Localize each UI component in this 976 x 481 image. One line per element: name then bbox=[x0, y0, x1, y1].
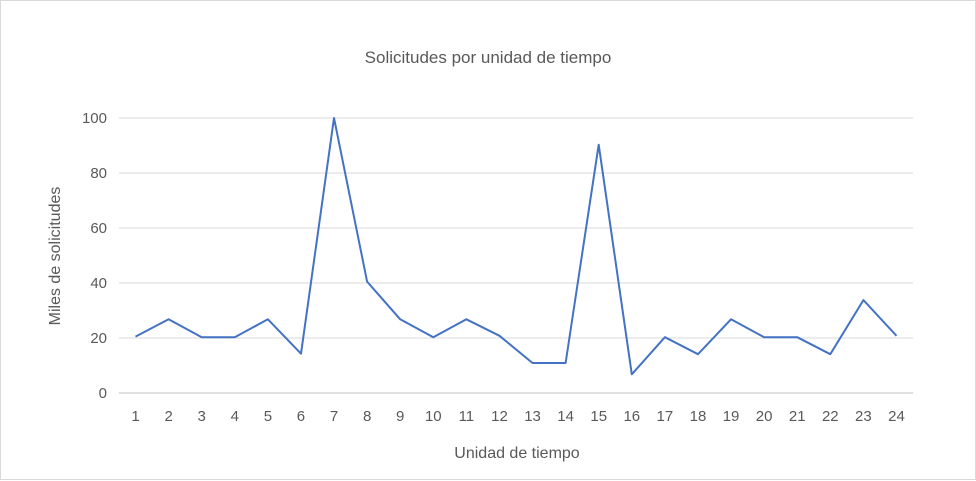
y-tick-label: 20 bbox=[90, 330, 107, 347]
x-tick-label: 24 bbox=[888, 408, 905, 425]
x-tick-label: 21 bbox=[789, 408, 806, 425]
x-tick-label: 4 bbox=[231, 408, 239, 425]
x-tick-label: 8 bbox=[363, 408, 371, 425]
y-tick-label: 100 bbox=[82, 110, 107, 127]
x-tick-label: 17 bbox=[657, 408, 674, 425]
x-axis-ticks: 1 2 3 4 5 6 7 8 9 10 11 12 13 14 15 16 17 18 19 20 21 22 23 24 bbox=[131, 408, 904, 425]
y-tick-label: 0 bbox=[99, 385, 107, 402]
x-tick-label: 3 bbox=[198, 408, 206, 425]
x-tick-label: 15 bbox=[590, 408, 607, 425]
y-tick-label: 80 bbox=[90, 165, 107, 182]
x-tick-label: 23 bbox=[855, 408, 872, 425]
x-tick-label: 22 bbox=[822, 408, 839, 425]
x-tick-label: 19 bbox=[723, 408, 740, 425]
x-tick-label: 9 bbox=[396, 408, 404, 425]
x-tick-label: 10 bbox=[425, 408, 442, 425]
x-tick-label: 16 bbox=[623, 408, 640, 425]
x-tick-label: 6 bbox=[297, 408, 305, 425]
x-tick-label: 18 bbox=[690, 408, 707, 425]
y-tick-label: 40 bbox=[90, 275, 107, 292]
gridlines bbox=[119, 117, 913, 394]
series-line bbox=[135, 117, 898, 376]
x-tick-label: 13 bbox=[524, 408, 541, 425]
chart-title: Solicitudes por unidad de tiempo bbox=[365, 48, 612, 67]
x-tick-label: 5 bbox=[264, 408, 272, 425]
x-tick-label: 1 bbox=[131, 408, 139, 425]
x-tick-label: 14 bbox=[557, 408, 574, 425]
x-axis-label: Unidad de tiempo bbox=[454, 445, 580, 462]
x-tick-label: 11 bbox=[459, 408, 475, 425]
y-tick-label: 60 bbox=[90, 220, 107, 237]
x-tick-label: 2 bbox=[164, 408, 172, 425]
y-axis-label: Miles de solicitudes bbox=[47, 187, 64, 326]
y-axis-ticks: 0 20 40 60 80 100 bbox=[82, 110, 107, 402]
x-tick-label: 20 bbox=[756, 408, 773, 425]
x-tick-label: 12 bbox=[491, 408, 508, 425]
x-tick-label: 7 bbox=[330, 408, 338, 425]
